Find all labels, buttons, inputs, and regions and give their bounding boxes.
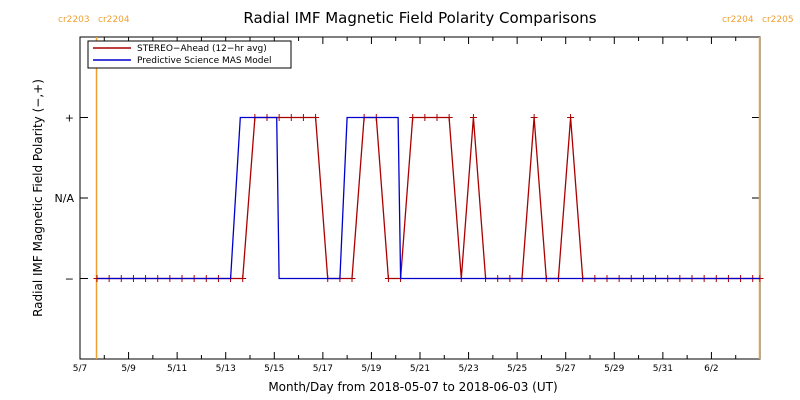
carrington-lines: [95, 37, 761, 359]
cr-label-right-2: cr2205: [762, 15, 794, 25]
x-tick-label: 5/21: [410, 364, 430, 374]
chart-title: Radial IMF Magnetic Field Polarity Compa…: [243, 9, 596, 27]
x-tick-label: 5/9: [121, 364, 136, 374]
x-tick-label: 5/27: [556, 364, 576, 374]
x-axis-ticks: 5/7 5/9 5/11 5/13 5/15 5/17 5/19 5/21 5/23 5/25 5/…: [73, 37, 761, 374]
x-tick-label: 5/29: [604, 364, 624, 374]
y-tick-label: +: [65, 112, 74, 125]
series-point: [469, 114, 477, 121]
x-tick-label: 5/17: [313, 364, 333, 374]
x-tick-label: 5/15: [264, 364, 284, 374]
legend-box: [87, 40, 292, 69]
series-point: [567, 114, 575, 121]
series-point: [348, 275, 356, 282]
carrington-labels-right: cr2204 cr2205: [722, 15, 794, 25]
series-point: [421, 114, 429, 121]
x-tick-label: 5/25: [507, 364, 527, 374]
series-point: [239, 275, 247, 282]
x-tick-label: 5/7: [73, 364, 87, 374]
series-point: [312, 114, 320, 121]
y-axis-ticks: + N/A −: [55, 112, 760, 286]
series-point: [433, 114, 441, 121]
legend-label-stereo: STEREO−Ahead (12−hr avg): [137, 44, 267, 54]
cr-label-left-1: cr2203: [58, 15, 90, 25]
series-point: [409, 114, 417, 121]
series-point: [445, 114, 453, 121]
x-axis-label: Month/Day from 2018-05-07 to 2018-06-03 …: [268, 380, 557, 394]
cr-label-left-2: cr2204: [98, 15, 130, 25]
carrington-labels-left: cr2203 cr2204: [58, 15, 130, 25]
x-tick-label: 5/19: [361, 364, 381, 374]
series-line: [97, 116, 760, 280]
y-tick-label: N/A: [55, 192, 75, 205]
plot-frame: [79, 36, 761, 360]
x-tick-label: 6/2: [704, 364, 718, 374]
x-tick-label: 5/31: [653, 364, 673, 374]
series-point: [530, 114, 538, 121]
series-point: [299, 114, 307, 121]
series-layer: [93, 114, 764, 282]
y-axis-label: Radial IMF Magnetic Field Polarity (−,+): [31, 79, 45, 317]
y-tick-label: −: [65, 273, 74, 286]
x-tick-label: 5/13: [216, 364, 236, 374]
series-line: [97, 116, 760, 280]
legend: STEREO−Ahead (12−hr avg) Predictive Scie…: [87, 40, 292, 69]
x-tick-label: 5/23: [458, 364, 478, 374]
legend-label-model: Predictive Science MAS Model: [137, 56, 272, 66]
series-point: [384, 275, 392, 282]
series-point: [287, 114, 295, 121]
x-tick-label: 5/11: [167, 364, 187, 374]
cr-label-right-1: cr2204: [722, 15, 754, 25]
